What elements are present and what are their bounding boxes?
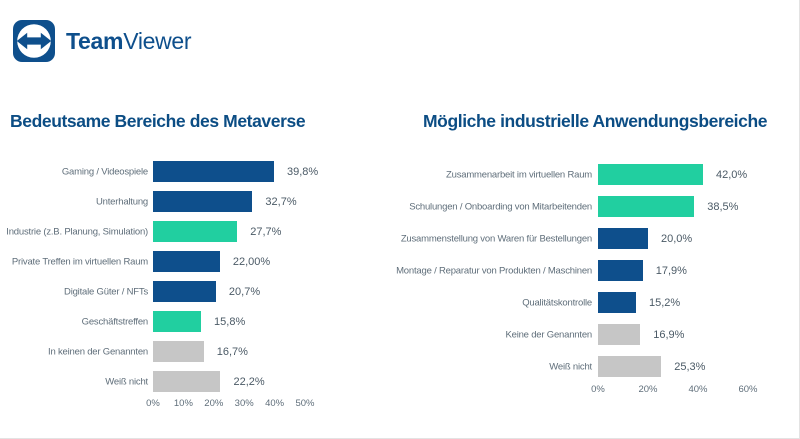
axis-tick-label: 40% <box>688 384 708 395</box>
bar <box>598 324 641 345</box>
value-label: 22,2% <box>233 376 265 388</box>
value-label: 38,5% <box>707 201 739 213</box>
value-label: 39,8% <box>286 166 319 178</box>
bar-row: Private Treffen im virtuellen Raum 22,00% <box>8 247 360 277</box>
category-label: Zusammenstellung von Waren für Bestellun… <box>400 233 592 245</box>
bar <box>598 356 662 377</box>
value-label: 15,2% <box>649 297 681 309</box>
chart-metaverse-areas: Bedeutsame Bereiche des Metaverse Gaming… <box>6 108 360 411</box>
x-axis: 0% 20% 40% 60% <box>591 383 797 397</box>
category-label: Keine der Genannten <box>505 329 592 341</box>
bar-row: Schulungen / Onboarding von Mitarbeitend… <box>405 191 797 223</box>
category-label: Schulungen / Onboarding von Mitarbeitend… <box>409 201 592 213</box>
category-label: Digitale Güter / NFTs <box>64 286 148 298</box>
value-label: 22,00% <box>232 256 271 268</box>
category-label: Qualitätskontrolle <box>522 297 592 309</box>
value-label: 20,7% <box>228 286 261 298</box>
bar <box>153 341 204 362</box>
axis-tick-label: 30% <box>234 398 254 409</box>
bar <box>153 311 202 332</box>
bar-row: Zusammenstellung von Waren für Bestellun… <box>401 223 797 255</box>
bar <box>598 196 695 217</box>
axis-tick-label: 10% <box>173 398 193 409</box>
bar <box>153 251 220 272</box>
bar-row: Industrie (z.B. Planung, Simulation) 27,7… <box>6 217 360 247</box>
value-label: 25,3% <box>674 361 706 373</box>
category-label: Gaming / Videospiele <box>61 166 148 178</box>
chart-title-right: Mögliche industrielle Anwendungsbereiche <box>423 111 768 131</box>
x-axis: 0% 10% 20% 30% 40% 50% <box>146 397 360 411</box>
bar <box>153 371 221 392</box>
category-label: Weiß nicht <box>549 361 592 373</box>
bar-row: Montage / Reparatur von Produkten / Masc… <box>396 255 797 287</box>
axis-tick-label: 0% <box>146 398 160 409</box>
value-label: 27,7% <box>250 226 282 238</box>
bar <box>598 164 703 185</box>
axis-tick-label: 20% <box>204 398 224 409</box>
bar-row: Unterhaltung 32,7% <box>8 187 360 217</box>
bar <box>153 221 238 242</box>
axis-tick-label: 0% <box>591 384 605 395</box>
axis-tick-label: 50% <box>295 398 315 409</box>
bar-row: Keine der Genannten 16,9% <box>405 319 797 351</box>
category-label: Unterhaltung <box>96 196 148 208</box>
bar-row: Weiß nicht 22,2% <box>8 367 360 397</box>
brand-name: TeamViewer <box>66 20 192 62</box>
bar-rows: Zusammenarbeit im virtuellen Raum 42,0% Sc… <box>396 159 797 383</box>
bar-row: Zusammenarbeit im virtuellen Raum 42,0% <box>405 159 797 191</box>
value-label: 15,8% <box>214 316 246 328</box>
teamviewer-double-arrow-icon <box>13 20 55 62</box>
axis-tick-label: 20% <box>638 384 658 395</box>
bar-row: Geschäftstreffen 15,8% <box>8 307 360 337</box>
category-label: Geschäftstreffen <box>81 316 149 328</box>
brand-name-bold: Team <box>66 28 124 54</box>
value-label: 16,7% <box>216 346 248 358</box>
bar-rows: Gaming / Videospiele 39,8% Unterhaltung 32,… <box>6 157 360 397</box>
bar-row: In keinen der Genannten 16,7% <box>8 337 360 367</box>
brand-name-regular: Viewer <box>123 28 192 54</box>
bar-row: Weiß nicht 25,3% <box>405 351 797 383</box>
category-label: Montage / Reparatur von Produkten / Masc… <box>396 265 592 277</box>
bar <box>153 161 274 182</box>
category-label: Zusammenarbeit im virtuellen Raum <box>446 169 592 181</box>
bar-row: Digitale Güter / NFTs 20,7% <box>8 277 360 307</box>
category-label: Private Treffen im virtuellen Raum <box>11 256 148 268</box>
bar-row: Qualitätskontrolle 15,2% <box>405 287 797 319</box>
category-label: Weiß nicht <box>105 376 148 388</box>
chart-industrial-applications: Mögliche industrielle Anwendungsbereiche… <box>396 108 797 397</box>
bar-row: Gaming / Videospiele 39,8% <box>8 157 360 187</box>
bar <box>153 191 253 212</box>
value-label: 20,0% <box>661 233 693 245</box>
value-label: 16,9% <box>653 329 685 341</box>
bar <box>153 281 216 302</box>
axis-tick-label: 60% <box>738 384 758 395</box>
value-label: 42,0% <box>716 169 748 181</box>
category-label: In keinen der Genannten <box>48 346 148 358</box>
teamviewer-logo: TeamViewer <box>13 20 192 62</box>
value-label: 32,7% <box>265 196 297 208</box>
value-label: 17,9% <box>655 265 687 277</box>
bar <box>598 260 643 281</box>
axis-tick-label: 40% <box>265 398 285 409</box>
category-label: Industrie (z.B. Planung, Simulation) <box>6 226 148 238</box>
chart-title-left: Bedeutsame Bereiche des Metaverse <box>10 111 306 131</box>
bar <box>598 228 648 249</box>
bar <box>598 292 636 313</box>
